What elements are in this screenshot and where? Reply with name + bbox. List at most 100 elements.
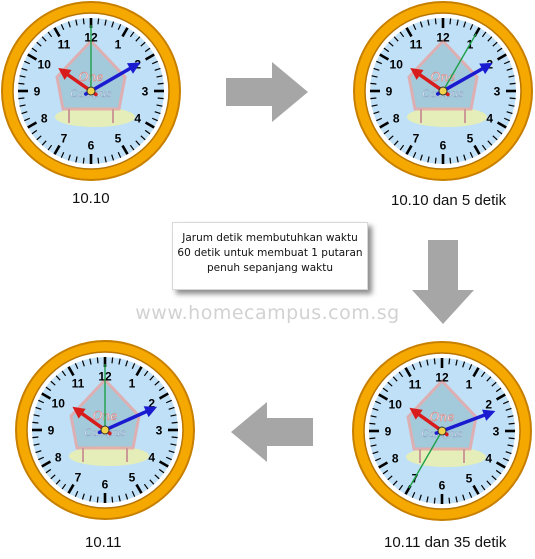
clock-1: OneCampus121234567891011 — [0, 0, 182, 182]
dial-number: 9 — [385, 425, 392, 439]
minute-tick — [469, 24, 474, 31]
minute-tick — [21, 67, 28, 71]
minute-tick — [496, 129, 503, 135]
dial-number: 2 — [148, 397, 155, 411]
logo-ground — [69, 446, 149, 466]
minute-tick — [168, 450, 175, 454]
minute-tick — [495, 387, 502, 393]
minute-tick — [456, 19, 459, 26]
dial-number: 7 — [75, 470, 82, 484]
minute-tick — [55, 479, 61, 485]
minute-tick — [41, 140, 47, 146]
hour-tick — [378, 461, 389, 469]
minute-tick — [449, 157, 452, 164]
second-hand — [408, 430, 443, 489]
logo-ground — [406, 447, 486, 467]
minute-tick — [171, 436, 178, 439]
hour-tick — [495, 393, 506, 401]
minute-tick — [434, 18, 437, 25]
dial-number: 11 — [409, 378, 422, 392]
minute-tick — [118, 495, 121, 502]
minute-tick — [74, 490, 79, 497]
logo-house — [407, 38, 479, 111]
minute-tick — [481, 31, 487, 38]
minute-tick — [373, 67, 380, 71]
minute-hand-tip — [482, 409, 496, 421]
note-line-2: 60 detik untuk membuat 1 putaran — [177, 247, 363, 259]
minute-tick — [468, 491, 473, 498]
minute-tick — [503, 60, 510, 65]
minute-tick — [373, 111, 380, 115]
hour-tick — [379, 53, 390, 61]
minute-tick — [75, 19, 78, 26]
dial-number: 1 — [466, 378, 473, 392]
minute-tick — [462, 361, 466, 368]
minute-tick — [96, 496, 99, 503]
dial-number: 8 — [41, 112, 48, 126]
minute-tick — [165, 456, 172, 461]
minute-tick — [61, 483, 67, 490]
hour-tick — [404, 367, 412, 378]
minute-tick — [31, 47, 38, 53]
minute-tick — [376, 117, 383, 122]
minute-tick — [503, 117, 510, 122]
minute-tick — [496, 47, 503, 53]
minute-tick — [508, 104, 515, 107]
caption-clock-1: 10.10 — [72, 190, 110, 207]
note-box: Jarum detik membutuhkan waktu 60 detik u… — [172, 222, 368, 290]
minute-tick — [506, 67, 513, 71]
minute-tick — [412, 24, 417, 31]
minute-tick — [32, 436, 39, 439]
minute-tick — [143, 483, 149, 490]
dial-number: 3 — [493, 425, 500, 439]
hour-tick — [41, 460, 52, 468]
dial-number: 6 — [102, 478, 109, 492]
minute-tick — [506, 111, 513, 115]
dial-number: 3 — [494, 85, 501, 99]
dial-number: 1 — [115, 38, 122, 52]
hour-hand-tip — [58, 68, 72, 80]
minute-tick — [468, 364, 473, 371]
minute-tick — [383, 47, 390, 53]
minute-tick — [149, 375, 155, 381]
hour-tick — [158, 460, 169, 468]
minute-tick — [463, 21, 467, 28]
minute-tick — [154, 474, 160, 480]
minute-tick — [469, 151, 474, 158]
minute-tick — [508, 437, 515, 440]
minute-tick — [508, 75, 515, 78]
hour-tick — [405, 27, 413, 38]
minute-tick — [505, 451, 512, 455]
minute-tick — [61, 370, 67, 377]
dial-number: 2 — [485, 398, 492, 412]
dial-number: 7 — [61, 131, 68, 145]
minute-tick — [131, 363, 136, 370]
dial-number: 10 — [389, 398, 403, 412]
minute-tick — [111, 21, 115, 28]
dial-number: 9 — [34, 85, 41, 99]
minute-tick — [492, 41, 498, 47]
hour-tick — [496, 53, 507, 61]
logo-ground — [407, 107, 487, 127]
minute-tick — [399, 144, 405, 151]
minute-tick — [455, 359, 458, 366]
minute-tick — [47, 31, 53, 38]
center-pin — [86, 86, 96, 96]
arrow-right — [226, 62, 308, 122]
minute-tick — [411, 364, 416, 371]
hour-tick — [121, 27, 129, 38]
minute-tick — [375, 400, 382, 405]
minute-tick — [140, 135, 146, 141]
minute-tick — [89, 495, 92, 502]
minute-tick — [81, 360, 85, 367]
dial-number: 6 — [439, 479, 446, 493]
minute-tick — [491, 381, 497, 387]
minute-tick — [509, 82, 516, 85]
minute-tick — [38, 456, 45, 461]
minute-tick — [135, 140, 141, 146]
minute-tick — [97, 157, 100, 164]
hour-tick — [67, 483, 75, 494]
dial-number: 4 — [148, 451, 155, 465]
minute-tick — [388, 41, 394, 47]
minute-tick — [36, 41, 42, 47]
